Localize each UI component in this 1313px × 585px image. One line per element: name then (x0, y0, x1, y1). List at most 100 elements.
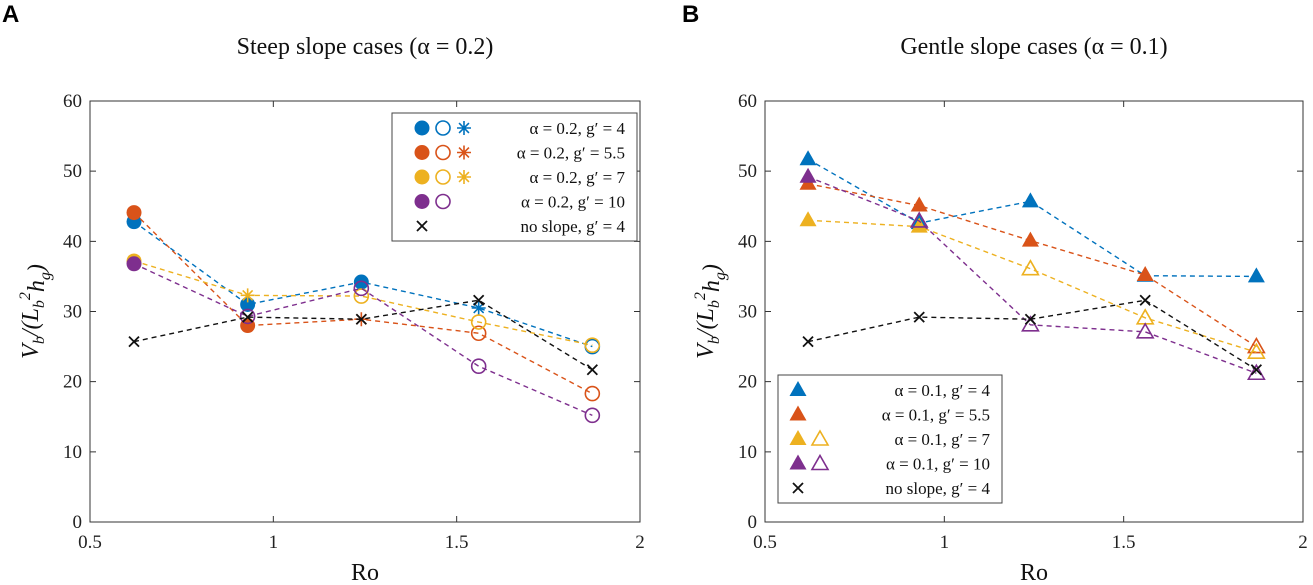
data-point (1021, 192, 1039, 208)
legend-label: α = 0.1, g′ = 4 (894, 381, 990, 400)
legend: α = 0.2, g′ = 4 α = 0.2, g′ = 5.5 α = 0.2,… (391, 112, 638, 242)
y-tick-label: 60 (738, 91, 757, 112)
data-point (470, 325, 487, 342)
data-point (353, 288, 370, 304)
data-point (1024, 313, 1037, 325)
legend-label: α = 0.2, g′ = 10 (521, 193, 625, 212)
data-point (1135, 322, 1155, 339)
legend-marker (810, 453, 830, 471)
y-axis-label-part: b (706, 336, 723, 344)
legend-box (391, 112, 638, 242)
legend-marker (789, 430, 807, 445)
legend-label: α = 0.1, g′ = 7 (894, 430, 990, 449)
data-point (240, 296, 256, 312)
data-point (909, 211, 929, 228)
y-axis-label-part: g (37, 272, 54, 280)
legend-marker (457, 145, 471, 160)
x-tick-label: 0.5 (753, 532, 777, 553)
y-axis-label-part: h (24, 280, 50, 292)
y-axis-label-part: 2 (692, 292, 709, 300)
data-point (126, 205, 142, 221)
y-axis-label-part: V (693, 342, 719, 359)
y-tick-label: 40 (63, 231, 82, 252)
y-tick-label: 30 (738, 302, 757, 323)
data-point (799, 211, 817, 227)
legend-label: α = 0.1, g′ = 5.5 (882, 406, 990, 425)
legend: α = 0.1, g′ = 4 α = 0.1, g′ = 5.5 α = 0.1,… (777, 374, 1003, 504)
data-point (353, 280, 370, 297)
y-axis-label-part: ) (24, 264, 50, 274)
legend-marker (416, 220, 428, 232)
y-tick-label: 10 (63, 442, 82, 463)
y-axis-label-part: b (706, 300, 723, 308)
legend-label: no slope, g′ = 4 (521, 217, 626, 236)
chart-title: Steep slope cases (α = 0.2) (237, 34, 494, 60)
data-point (355, 313, 367, 325)
chart-title: Gentle slope cases (α = 0.1) (900, 34, 1167, 60)
y-tick-label: 40 (738, 231, 757, 252)
data-point (584, 385, 601, 402)
y-axis-label: Vb/(Lb2hg) (17, 264, 54, 359)
data-point (913, 311, 925, 323)
data-point (470, 358, 487, 375)
y-tick-label: 50 (738, 161, 757, 182)
data-point (1021, 259, 1040, 276)
data-point (1139, 294, 1151, 306)
data-point (584, 407, 601, 424)
y-tick-label: 60 (63, 91, 82, 112)
data-point (473, 294, 485, 306)
y-axis-label-part: b (31, 336, 48, 344)
y-tick-label: 30 (63, 302, 82, 323)
data-point (910, 196, 928, 212)
data-point (799, 167, 817, 183)
data-point (1246, 363, 1266, 381)
data-point (1247, 267, 1265, 283)
legend-marker (414, 120, 430, 136)
legend-label: no slope, g′ = 4 (886, 479, 991, 498)
data-point (910, 217, 928, 233)
legend-marker (789, 381, 807, 396)
legend-marker (789, 454, 807, 470)
y-axis-label-part: 2 (17, 292, 34, 300)
y-axis-label-part: g (712, 272, 729, 280)
x-axis-label: Ro (1020, 560, 1048, 585)
data-point (240, 288, 255, 303)
y-axis-label: Vb/(Lb2hg) (692, 264, 729, 359)
data-point (799, 150, 817, 166)
legend-marker (789, 405, 807, 421)
y-axis-label-part: h (699, 280, 725, 292)
y-axis-label-part: /(L (693, 308, 719, 338)
data-point (239, 308, 256, 325)
data-point (126, 256, 142, 272)
data-point (1136, 266, 1154, 282)
x-tick-label: 0.5 (78, 532, 102, 553)
series-line (133, 263, 593, 416)
series-line (807, 176, 1257, 374)
y-tick-label: 10 (738, 442, 757, 463)
data-point (470, 314, 487, 330)
panel-label-a: A (2, 1, 19, 28)
data-point (584, 337, 601, 353)
legend-marker (457, 121, 471, 135)
data-point (1246, 336, 1266, 354)
x-tick-label: 1 (269, 532, 279, 553)
legend-label: α = 0.2, g′ = 5.5 (517, 144, 625, 163)
legend-marker (414, 169, 430, 185)
legend-marker (435, 144, 451, 161)
x-tick-label: 2 (1298, 532, 1308, 553)
x-axis-label: Ro (351, 560, 379, 585)
series-line (807, 158, 1257, 278)
x-tick-label: 1.5 (1112, 532, 1136, 553)
legend-marker (414, 194, 430, 209)
y-tick-label: 20 (63, 372, 82, 393)
legend-marker (435, 120, 451, 136)
x-tick-label: 1.5 (445, 532, 469, 553)
x-tick-label: 1 (940, 532, 950, 553)
data-point (586, 364, 598, 376)
chart-panel-a: 0 10 20 30 40 50 60 0.5 1 1.5 2 Steep slope cases (… (17, 34, 645, 585)
data-point (1021, 231, 1039, 247)
legend-marker (792, 482, 804, 494)
chart-panel-b: 0 10 20 30 40 50 60 0.5 1 1.5 2 Gentle slope cases … (692, 34, 1308, 585)
legend-marker (810, 429, 830, 446)
